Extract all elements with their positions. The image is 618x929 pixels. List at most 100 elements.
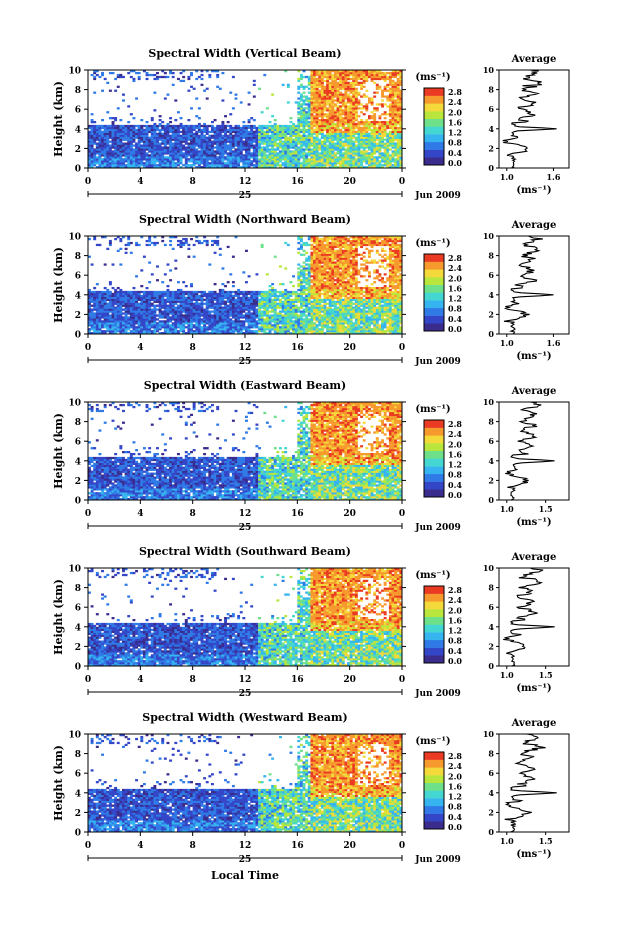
heatmap-cell	[192, 160, 196, 163]
heatmap-cell	[119, 330, 123, 333]
heatmap-cell	[326, 109, 330, 112]
heatmap-cell	[234, 97, 238, 100]
heatmap-cell	[344, 154, 348, 157]
heatmap-cell	[203, 320, 207, 323]
heatmap-cell	[153, 330, 157, 333]
heatmap-cell	[163, 292, 167, 296]
heatmap-cell	[101, 320, 104, 323]
heatmap-cell	[394, 95, 398, 98]
heatmap-cell	[179, 298, 183, 301]
heatmap-cell	[333, 124, 337, 128]
heatmap-cell	[352, 103, 356, 106]
heatmap-cell	[245, 328, 248, 331]
heatmap-cell	[224, 300, 227, 303]
heatmap-cell	[119, 294, 123, 298]
heatmap-cell	[103, 302, 107, 305]
heatmap-cell	[88, 324, 91, 327]
heatmap-cell	[328, 160, 332, 163]
colorbar-tick-label: 2.8	[448, 87, 462, 97]
heatmap-cell	[265, 144, 269, 147]
heatmap-cell	[190, 332, 193, 335]
heatmap-cell	[218, 318, 222, 321]
heatmap-cell	[333, 87, 337, 90]
heatmap-cell	[129, 300, 133, 303]
heatmap-cell	[158, 162, 162, 165]
heatmap-cell	[163, 126, 167, 130]
heatmap-cell	[391, 113, 395, 116]
heatmap-cell	[182, 310, 186, 313]
heatmap-cell	[336, 134, 340, 137]
heatmap-cell	[229, 164, 233, 167]
heatmap-cell	[158, 300, 162, 303]
heatmap-cell	[323, 97, 327, 100]
heatmap-cell	[255, 148, 259, 151]
heatmap-cell	[365, 107, 369, 110]
heatmap-cell	[182, 237, 186, 241]
heatmap-cell	[153, 154, 157, 157]
heatmap-cell	[352, 117, 356, 120]
heatmap-cell	[106, 152, 110, 155]
heatmap-cell	[114, 89, 118, 92]
heatmap-cell	[203, 144, 207, 147]
heatmap-cell	[137, 330, 141, 333]
heatmap-cell	[310, 128, 314, 132]
heatmap-cell	[93, 294, 97, 298]
heatmap-cell	[171, 306, 175, 309]
heatmap-cell	[116, 156, 120, 159]
heatmap-cell	[386, 138, 390, 141]
heatmap-cell	[331, 134, 335, 137]
heatmap-cell	[197, 140, 201, 143]
heatmap-cell	[187, 158, 191, 161]
heatmap-cell	[116, 322, 120, 325]
heatmap-cell	[161, 140, 165, 143]
heatmap-cell	[341, 87, 345, 90]
heatmap-cell	[98, 308, 102, 311]
heatmap-cell	[328, 140, 332, 143]
heatmap-cell	[289, 164, 293, 167]
heatmap-cell	[90, 300, 94, 303]
heatmap-cell	[339, 87, 343, 90]
heatmap-cell	[161, 142, 165, 145]
heatmap-cell	[318, 105, 322, 108]
heatmap-cell	[187, 300, 191, 303]
heatmap-cell	[213, 294, 217, 298]
heatmap-cell	[197, 304, 201, 307]
heatmap-cell	[281, 154, 285, 157]
heatmap-cell	[132, 320, 136, 323]
heatmap-cell	[174, 162, 178, 165]
heatmap-cell	[158, 332, 162, 335]
heatmap-cell	[297, 107, 301, 110]
heatmap-cell	[305, 117, 309, 120]
heatmap-cell	[388, 91, 392, 94]
heatmap-cell	[333, 109, 337, 112]
heatmap-cell	[98, 75, 102, 79]
heatmap-cell	[221, 156, 225, 159]
heatmap-cell	[231, 306, 235, 309]
heatmap-cell	[88, 134, 91, 137]
heatmap-cell	[166, 122, 170, 126]
heatmap-cell	[171, 150, 175, 153]
heatmap-cell	[234, 158, 238, 161]
heatmap-cell	[302, 101, 306, 104]
heatmap-cell	[176, 324, 180, 327]
heatmap-cell	[190, 290, 193, 294]
heatmap-cell	[218, 296, 222, 300]
heatmap-cell	[176, 318, 180, 321]
heatmap-cell	[231, 320, 235, 323]
heatmap-cell	[318, 160, 322, 163]
heatmap-cell	[226, 140, 230, 143]
heatmap-cell	[145, 239, 149, 243]
heatmap-cell	[347, 99, 350, 102]
heatmap-cell	[247, 326, 251, 329]
heatmap-cell	[381, 124, 384, 128]
heatmap-cell	[145, 298, 149, 301]
heatmap-cell	[119, 302, 123, 305]
heatmap-cell	[145, 73, 149, 77]
heatmap-cell	[200, 128, 204, 132]
heatmap-cell	[299, 120, 303, 124]
heatmap-cell	[391, 126, 395, 130]
heatmap-cell	[132, 160, 136, 163]
heatmap-cell	[294, 144, 298, 147]
colorbar-unit: (ms⁻¹)	[415, 72, 450, 83]
heatmap-cell	[111, 318, 115, 321]
